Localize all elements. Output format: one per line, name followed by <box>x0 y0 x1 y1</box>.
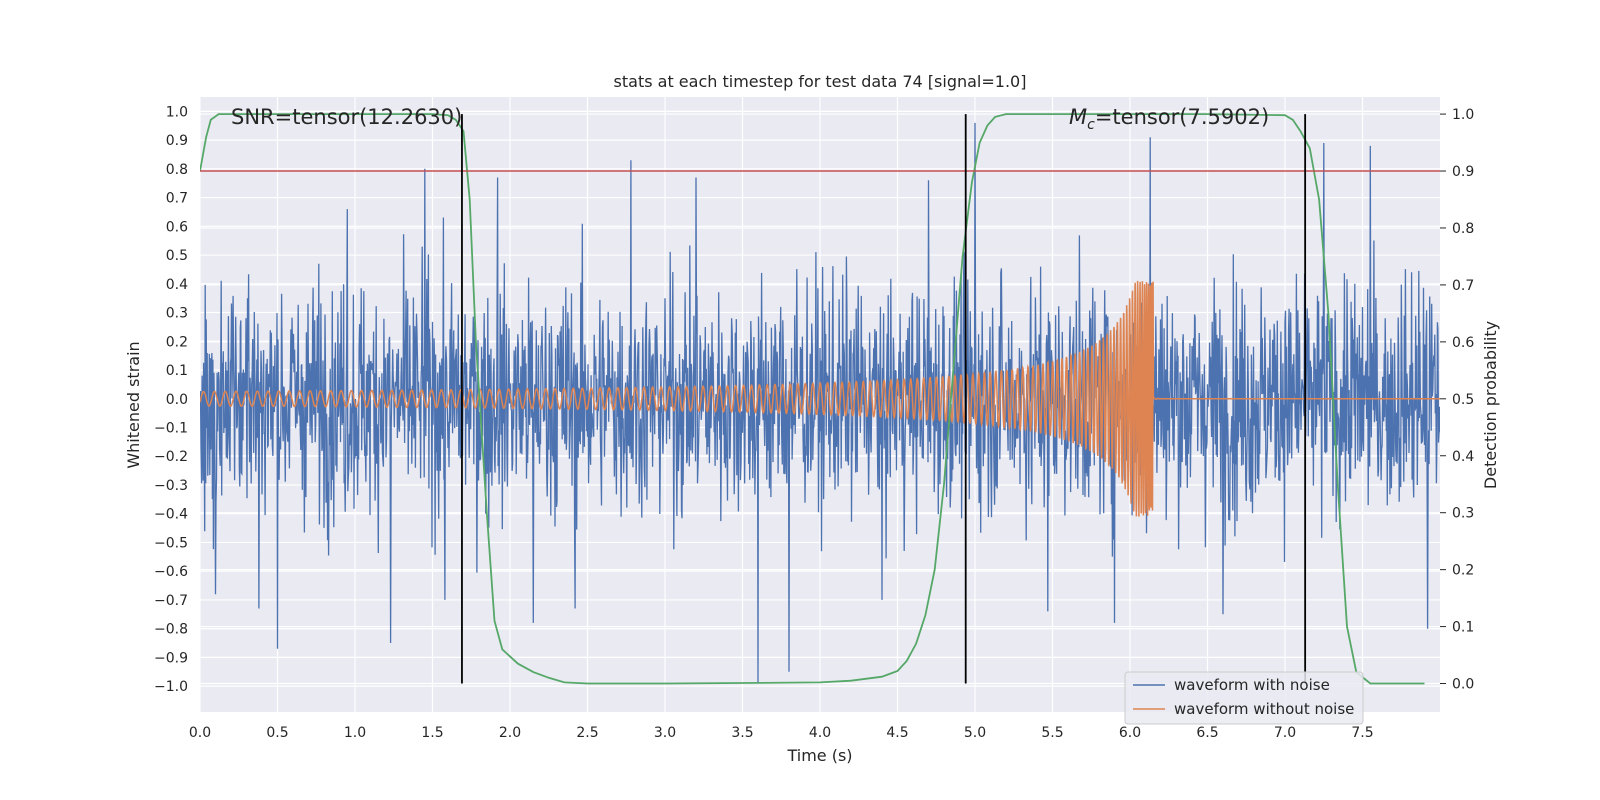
y-tick-label-right: 0.1 <box>1452 620 1474 636</box>
x-tick-label: 4.5 <box>886 725 908 741</box>
overlay-layer <box>200 114 1440 684</box>
y-tick-label-left: 0.1 <box>166 363 188 379</box>
y-tick-label-right: 0.6 <box>1452 335 1474 351</box>
y-tick-label-left: −0.7 <box>154 593 188 609</box>
x-tick-label: 7.5 <box>1351 725 1373 741</box>
axes-layer: 0.0 0.5 1.0 1.5 2.0 2.5 3.0 3.5 4.0 4.5 5.0 5.5 6.0 6… <box>154 104 1474 741</box>
y-tick-label-right: 0.4 <box>1452 449 1474 465</box>
y-tick-label-left: 0.9 <box>166 133 188 149</box>
series-layer <box>200 113 1440 685</box>
x-axis-label: Time (s) <box>786 746 852 765</box>
y-tick-label-left: −0.4 <box>154 507 188 523</box>
x-tick-label: 0.0 <box>189 725 211 741</box>
x-tick-label: 6.0 <box>1119 725 1141 741</box>
y-tick-label-left: 0.3 <box>166 306 188 322</box>
legend-label-noisy: waveform with noise <box>1174 676 1330 694</box>
y-tick-label-left: −0.1 <box>154 420 188 436</box>
x-tick-label: 5.5 <box>1041 725 1063 741</box>
y-tick-label-right: 0.7 <box>1452 278 1474 294</box>
y-tick-label-left: 0.8 <box>166 162 188 178</box>
chirp-mass-annotation: Mc=tensor(7.5902) <box>1069 105 1269 133</box>
y-tick-label-right: 0.8 <box>1452 221 1474 237</box>
chirp-mass-value: =tensor(7.5902) <box>1095 105 1269 129</box>
y-axis-label-left: Whitened strain <box>124 341 143 468</box>
x-tick-label: 0.5 <box>266 725 288 741</box>
y-tick-label-left: −1.0 <box>154 679 188 695</box>
y-tick-label-left: 0.6 <box>166 219 188 235</box>
x-tick-label: 2.0 <box>499 725 521 741</box>
x-tick-label: 5.0 <box>964 725 986 741</box>
y-tick-label-left: 1.0 <box>166 104 188 120</box>
y-tick-label-left: 0.5 <box>166 248 188 264</box>
y-tick-label-left: 0.2 <box>166 334 188 350</box>
y-tick-label-left: −0.2 <box>154 449 188 465</box>
x-tick-label: 2.5 <box>576 725 598 741</box>
x-tick-label: 6.5 <box>1196 725 1218 741</box>
y-tick-label-left: −0.6 <box>154 564 188 580</box>
x-tick-label: 4.0 <box>809 725 831 741</box>
chirp-mass-subscript: c <box>1087 117 1095 133</box>
series-line-waveform-with-noise <box>200 122 1440 684</box>
y-tick-label-left: 0.7 <box>166 191 188 207</box>
x-tick-label: 7.0 <box>1274 725 1296 741</box>
x-tick-label: 3.0 <box>654 725 676 741</box>
y-tick-label-right: 0.9 <box>1452 164 1474 180</box>
series-line-waveform-without-noise <box>200 280 1440 517</box>
y-tick-label-right: 1.0 <box>1452 107 1474 123</box>
x-tick-label: 1.5 <box>421 725 443 741</box>
x-tick-label: 3.5 <box>731 725 753 741</box>
legend-box <box>1124 671 1364 725</box>
y-tick-label-right: 0.0 <box>1452 677 1474 693</box>
chart-title: stats at each timestep for test data 74 … <box>614 72 1027 91</box>
y-tick-label-right: 0.5 <box>1452 392 1474 408</box>
y-tick-label-right: 0.3 <box>1452 506 1474 522</box>
y-tick-label-left: −0.8 <box>154 622 188 638</box>
legend: waveform with noise waveform without noi… <box>1124 671 1364 725</box>
series-line-detection-probability <box>200 113 1425 685</box>
snr-annotation: SNR=tensor(12.2630) <box>231 105 462 129</box>
y-tick-label-left: −0.9 <box>154 650 188 666</box>
y-tick-label-left: −0.3 <box>154 478 188 494</box>
y-tick-label-right: 0.2 <box>1452 563 1474 579</box>
chirp-mass-symbol: M <box>1069 105 1087 129</box>
legend-label-clean: waveform without noise <box>1174 700 1354 718</box>
y-axis-label-right: Detection probability <box>1481 321 1500 489</box>
y-tick-label-left: −0.5 <box>154 535 188 551</box>
y-tick-label-left: 0.4 <box>166 277 188 293</box>
x-tick-label: 1.0 <box>344 725 366 741</box>
y-tick-label-left: 0.0 <box>166 392 188 408</box>
